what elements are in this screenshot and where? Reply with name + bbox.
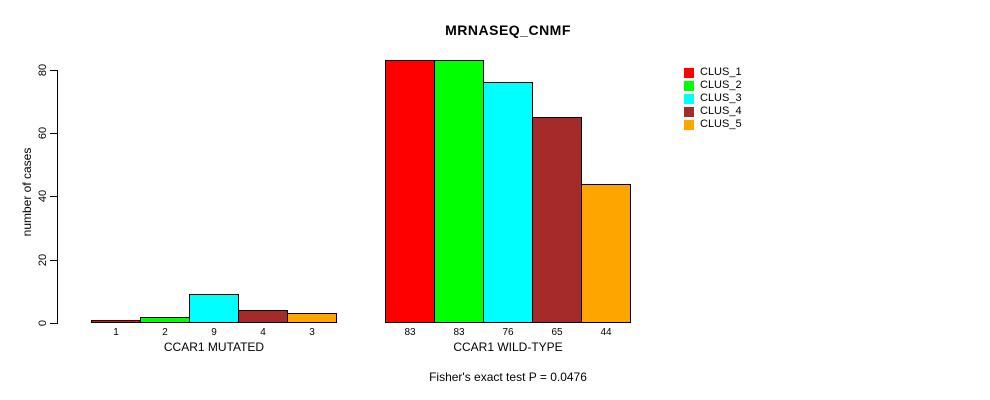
bar-ccar1-mutated-clus-2 [140,317,190,323]
legend-item: CLUS_2 [684,79,742,92]
bar-ccar1-wild-type-clus-2 [434,60,484,323]
bar-ccar1-mutated-clus-1 [91,320,141,323]
bar-value-label: 9 [211,327,217,338]
annotation-text: Fisher's exact test P = 0.0476 [429,370,587,384]
group-label: CCAR1 MUTATED [163,340,265,354]
y-tick-label: 0 [37,319,49,327]
y-axis-tick [50,70,57,71]
y-tick-label: 20 [37,253,49,267]
bar-value-label: 3 [309,327,315,338]
bar-value-label: 2 [162,327,168,338]
bar-ccar1-mutated-clus-5 [287,313,337,323]
legend-label: CLUS_3 [700,92,742,104]
bar-value-label: 1 [113,327,119,338]
legend-swatch [684,119,694,130]
bar-value-label: 83 [453,327,465,338]
y-axis-tick [50,196,57,197]
bar-value-label: 4 [260,327,266,338]
legend-swatch [684,80,694,91]
y-tick-label: 40 [37,189,49,203]
bar-ccar1-mutated-clus-4 [238,310,288,323]
legend: CLUS_1 CLUS_2 CLUS_3 CLUS_4 CLUS_5 [684,66,742,131]
bar-value-label: 76 [502,327,514,338]
bar-ccar1-wild-type-clus-1 [385,60,435,323]
y-tick-label: 60 [37,126,49,140]
legend-item: CLUS_5 [684,118,742,131]
legend-swatch [684,93,694,104]
y-axis-tick [50,260,57,261]
bar-ccar1-mutated-clus-3 [189,294,239,323]
bar-value-label: 83 [404,327,416,338]
legend-swatch [684,67,694,78]
group-label: CCAR1 WILD-TYPE [453,340,563,354]
bar-value-label: 65 [551,327,563,338]
legend-label: CLUS_4 [700,105,742,117]
y-axis-line [57,70,58,324]
bar-ccar1-wild-type-clus-3 [483,82,533,323]
bar-ccar1-wild-type-clus-4 [532,117,582,323]
legend-swatch [684,106,694,117]
chart-title: MRNASEQ_CNMF [445,22,571,38]
legend-label: CLUS_2 [700,79,742,91]
y-axis-tick [50,133,57,134]
legend-item: CLUS_4 [684,105,742,118]
legend-label: CLUS_1 [700,66,742,78]
y-axis-tick [50,323,57,324]
legend-item: CLUS_3 [684,92,742,105]
bar-ccar1-wild-type-clus-5 [581,184,631,323]
y-axis-label: number of cases [20,147,34,237]
legend-label: CLUS_5 [700,118,742,130]
bar-value-label: 44 [600,327,612,338]
legend-item: CLUS_1 [684,66,742,79]
y-tick-label: 80 [37,63,49,77]
